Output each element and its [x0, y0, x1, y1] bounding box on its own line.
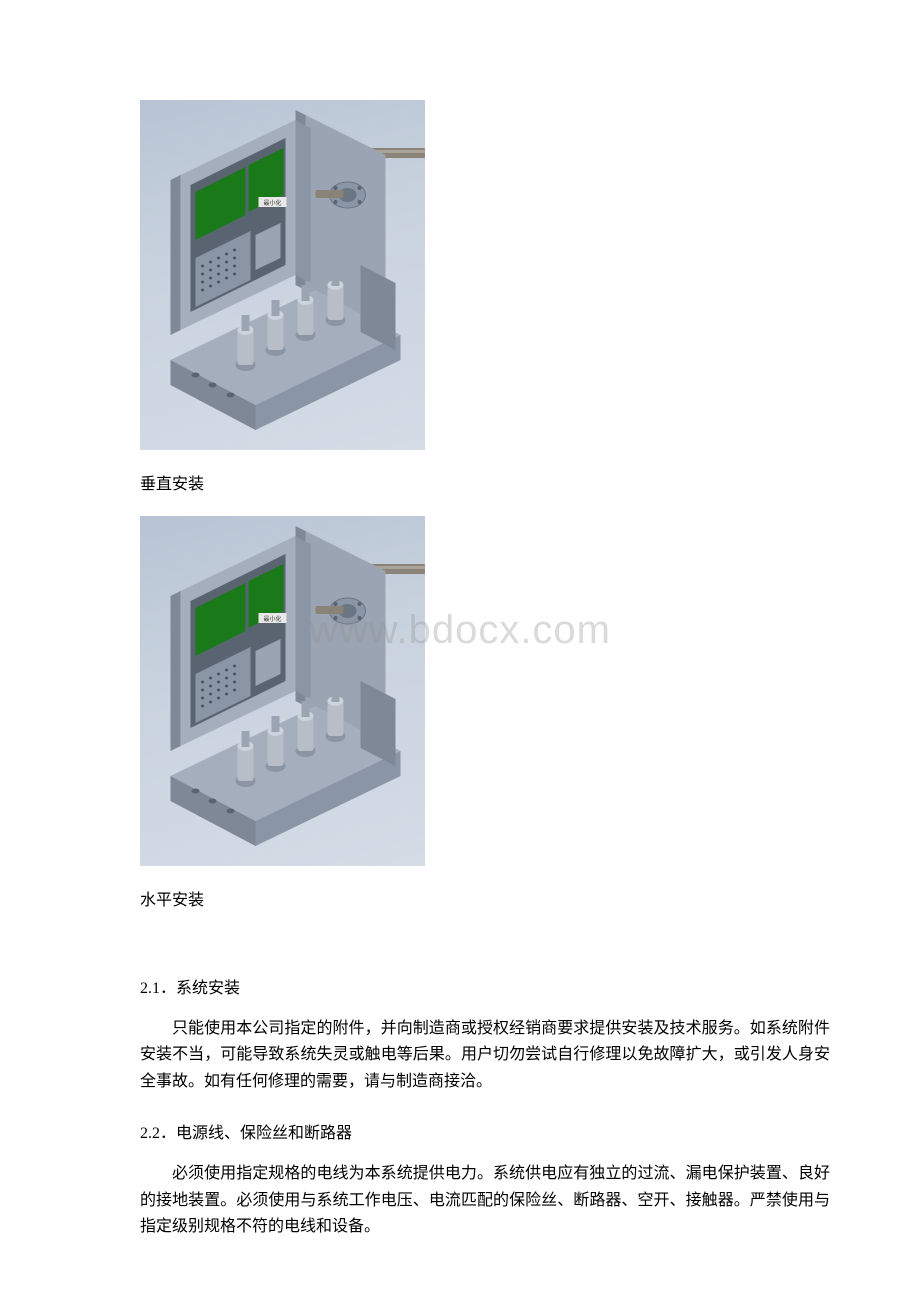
- device-render-1: 最小化: [140, 100, 425, 450]
- section-1-paragraph-1: 只能使用本公司指定的附件，并向制造商或授权经销商要求提供安装及技术服务。如系统附…: [140, 1016, 830, 1095]
- section-1-heading: 2.1．系统安装: [140, 974, 830, 998]
- figure-1: 最小化: [140, 100, 830, 494]
- figure-2: 最小化: [140, 516, 830, 910]
- figure-1-caption: 垂直安装: [140, 470, 830, 494]
- svg-text:最小化: 最小化: [263, 199, 281, 207]
- figure-2-caption: 水平安装: [140, 886, 830, 910]
- section-2-heading: 2.2．电源线、保险丝和断路器: [140, 1119, 830, 1143]
- section-2-paragraph-1: 必须使用指定规格的电线为本系统提供电力。系统供电应有独立的过流、漏电保护装置、良…: [140, 1161, 830, 1240]
- svg-text:最小化: 最小化: [263, 615, 281, 623]
- figure-2-image: 最小化: [140, 516, 425, 866]
- device-render-2: 最小化: [140, 516, 425, 866]
- figure-1-image: 最小化: [140, 100, 425, 450]
